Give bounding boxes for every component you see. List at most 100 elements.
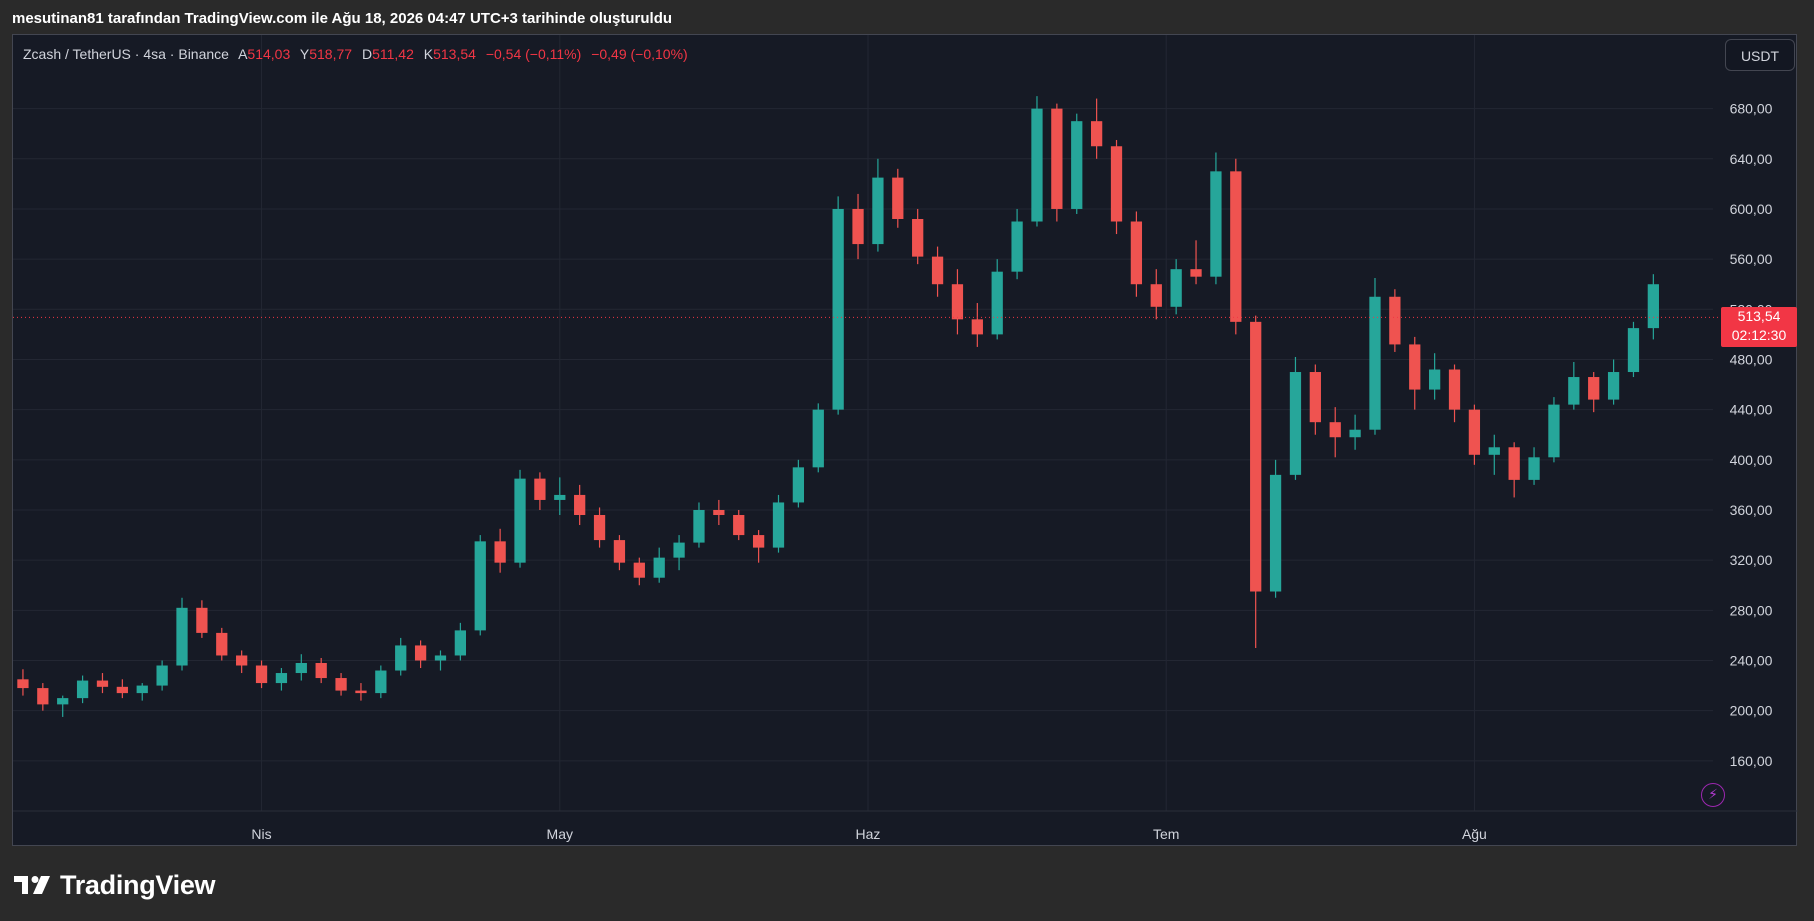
- candle-body: [1031, 108, 1043, 222]
- x-tick-label: May: [547, 826, 573, 842]
- candle-body: [554, 494, 566, 500]
- candle-body: [514, 478, 526, 563]
- candle-body: [1607, 372, 1620, 400]
- candle-body: [1488, 447, 1500, 455]
- candle-body: [216, 632, 228, 656]
- low-label: D: [361, 46, 373, 62]
- candle-body: [852, 208, 864, 245]
- high-value: 518,77: [309, 46, 353, 62]
- candle-body: [1011, 221, 1023, 272]
- candle-body: [236, 655, 248, 666]
- y-tick-label: 480,00: [1730, 351, 1773, 367]
- candle-body: [1071, 121, 1083, 209]
- candle-body: [1349, 429, 1361, 438]
- candle-body: [17, 679, 29, 689]
- candle-body: [136, 685, 148, 694]
- candle-body: [395, 645, 407, 671]
- candle-body: [1409, 344, 1421, 390]
- candle-body: [613, 540, 626, 563]
- candle-body: [116, 686, 128, 694]
- tradingview-logo[interactable]: TradingView: [14, 868, 216, 902]
- candle-body: [96, 680, 109, 687]
- candle-body: [295, 663, 307, 674]
- candle-body: [1269, 474, 1282, 592]
- price-chart[interactable]: 160,00 200,00 240,00 280,00 320,00 360,00 400,…: [13, 35, 1798, 847]
- candle-body: [1508, 447, 1520, 480]
- candle-body: [752, 535, 765, 548]
- y-tick-label: 200,00: [1730, 703, 1773, 719]
- low-value: 511,42: [372, 46, 414, 62]
- candle-body: [1588, 377, 1600, 400]
- candle-body: [355, 690, 367, 694]
- candle-body: [434, 655, 447, 661]
- x-tick-label: Haz: [856, 826, 881, 842]
- candle-body: [673, 542, 685, 558]
- candle-body: [57, 698, 69, 705]
- high-label: Y: [299, 46, 310, 62]
- candle-body: [1051, 108, 1063, 209]
- candle-body: [414, 645, 427, 661]
- candle-body: [593, 515, 606, 541]
- candle-body: [1568, 377, 1580, 405]
- candle-body: [1369, 296, 1381, 430]
- candle-body: [1190, 269, 1202, 277]
- candle-body: [1250, 321, 1262, 592]
- candle-body: [892, 177, 904, 219]
- candle-body: [1170, 269, 1182, 307]
- candle-body: [1110, 146, 1123, 222]
- candle-body: [912, 219, 924, 257]
- candle-body: [772, 502, 785, 548]
- y-tick-label: 160,00: [1730, 753, 1773, 769]
- candle-body: [1090, 121, 1103, 147]
- open-value: 514,03: [247, 46, 291, 62]
- chart-caption: mesutinan81 tarafından TradingView.com i…: [12, 10, 673, 27]
- candle-body: [633, 562, 645, 578]
- candle-body: [176, 607, 188, 666]
- open-label: A: [238, 46, 248, 62]
- candle-body: [534, 478, 546, 500]
- candle-body: [1130, 221, 1143, 285]
- bar-countdown: 02:12:30: [1731, 327, 1787, 344]
- candle-body: [733, 515, 745, 536]
- candle-body: [1150, 284, 1162, 307]
- candle-body: [832, 208, 844, 410]
- close-label: K: [423, 46, 434, 62]
- candle-body: [1528, 457, 1540, 480]
- y-tick-label: 320,00: [1730, 552, 1773, 568]
- candle-body: [931, 256, 944, 285]
- y-tick-label: 640,00: [1730, 151, 1773, 167]
- candle-body: [872, 177, 884, 245]
- candle-body: [1210, 171, 1222, 277]
- candle-body: [335, 678, 347, 691]
- x-tick-label: Nis: [251, 826, 271, 842]
- candle-body: [693, 509, 705, 543]
- lightning-icon[interactable]: ⚡: [1701, 783, 1725, 807]
- candle-body: [1289, 372, 1302, 475]
- candle-body: [1429, 369, 1441, 390]
- candle-body: [991, 271, 1003, 335]
- x-tick-label: Ağu: [1462, 826, 1487, 842]
- y-tick-label: 360,00: [1730, 502, 1773, 518]
- y-tick-label: 280,00: [1730, 602, 1773, 618]
- candle-body: [196, 607, 208, 633]
- candle-body: [255, 665, 268, 684]
- candle-body: [713, 509, 725, 515]
- change-value: −0,54 (−0,11%): [485, 46, 582, 62]
- candle-body: [1389, 296, 1401, 345]
- candle-body: [275, 673, 288, 684]
- candle-body: [971, 319, 983, 335]
- candle-body: [375, 670, 387, 694]
- y-tick-label: 600,00: [1730, 201, 1773, 217]
- chart-legend: Zcash / TetherUS · 4sa · Binance A514,03…: [23, 46, 688, 62]
- change-value-2: −0,49 (−0,10%): [591, 46, 688, 62]
- candle-body: [653, 557, 665, 578]
- y-tick-label: 440,00: [1730, 402, 1773, 418]
- candle-body: [76, 680, 89, 699]
- candle-body: [1448, 369, 1461, 410]
- last-price-value: 513,54: [1737, 308, 1781, 325]
- currency-button[interactable]: USDT: [1725, 39, 1795, 71]
- symbol-label[interactable]: Zcash / TetherUS · 4sa · Binance: [23, 46, 229, 62]
- chart-panel[interactable]: 160,00 200,00 240,00 280,00 320,00 360,00 400,…: [12, 34, 1798, 847]
- candle-body: [1548, 404, 1560, 458]
- y-tick-label: 560,00: [1730, 251, 1773, 267]
